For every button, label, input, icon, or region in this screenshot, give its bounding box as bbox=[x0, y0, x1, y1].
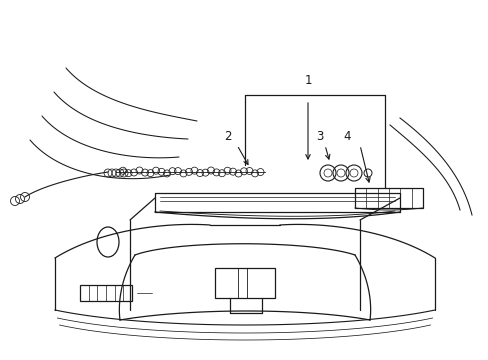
Text: 3: 3 bbox=[316, 130, 323, 144]
Text: 1: 1 bbox=[304, 73, 311, 86]
Text: 2: 2 bbox=[224, 130, 231, 144]
Text: 4: 4 bbox=[343, 130, 350, 144]
Bar bbox=[215, 268, 274, 298]
Bar bbox=[80, 285, 132, 301]
